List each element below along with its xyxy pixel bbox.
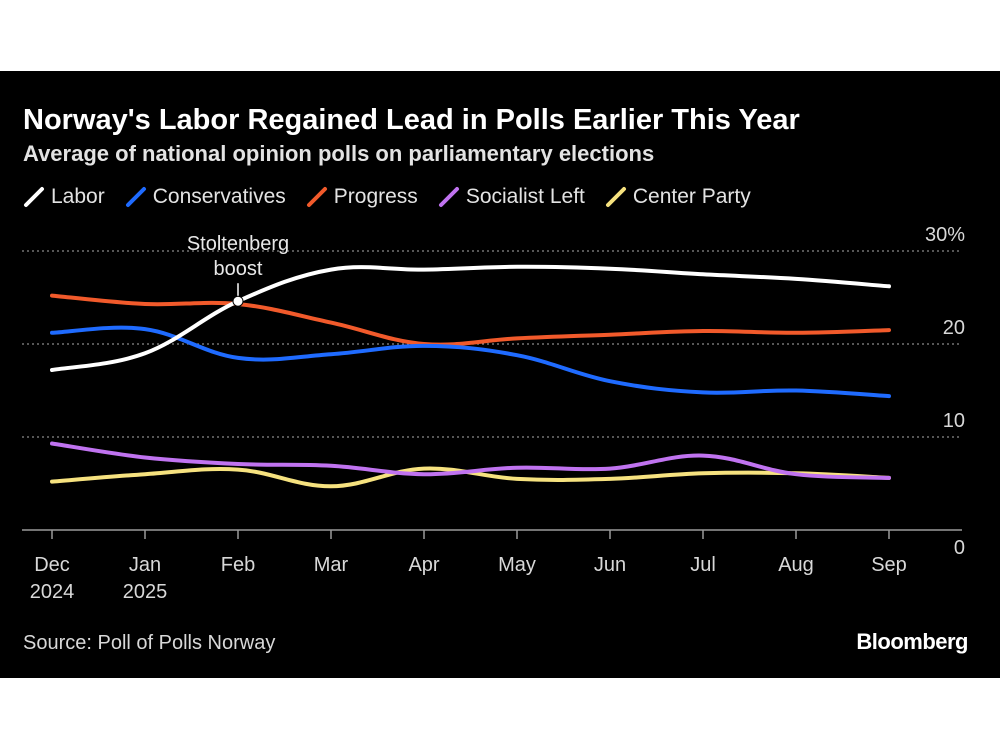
x-tick-label-year: 2025 [123, 581, 168, 603]
chart-title: Norway's Labor Regained Lead in Polls Ea… [23, 104, 800, 136]
series-line-progress [50, 293, 891, 347]
chart-panel: Norway's Labor Regained Lead in Polls Ea… [0, 71, 1000, 678]
legend: Labor Conservatives Progress Socialist Left… [23, 185, 771, 209]
legend-item-center-party: Center Party [605, 185, 751, 209]
y-tick-label: 30% [925, 224, 965, 246]
y-tick-label: 10 [943, 410, 965, 432]
x-tick-label: Mar [314, 554, 349, 576]
legend-label: Conservatives [152, 185, 286, 208]
legend-label: Center Party [632, 185, 751, 208]
y-tick-label: 0 [954, 537, 965, 559]
legend-item-progress: Progress [306, 185, 418, 209]
legend-label: Labor [51, 185, 105, 208]
annotation-label-line2: boost [214, 258, 263, 280]
x-tick-label: Jun [594, 554, 626, 576]
series-line-conservatives [50, 325, 891, 399]
annotation-label: Stoltenberg [187, 233, 289, 255]
bloomberg-logo: Bloomberg [856, 629, 968, 654]
legend-item-labor: Labor [23, 185, 105, 209]
x-tick-label: Sep [871, 554, 907, 576]
legend-swatch-icon [306, 187, 327, 207]
x-tick-label: Jan [129, 554, 161, 576]
legend-swatch-icon [605, 187, 626, 207]
x-tick-label: Feb [221, 554, 255, 576]
series-line-socialist-left [50, 441, 891, 480]
legend-swatch-icon [125, 187, 146, 207]
legend-item-conservatives: Conservatives [125, 185, 286, 209]
series-line-labor [50, 264, 891, 372]
legend-swatch-icon [24, 187, 44, 207]
x-tick-label: May [498, 554, 536, 576]
annotation-marker [232, 295, 244, 307]
source-note: Source: Poll of Polls Norway [23, 632, 276, 654]
legend-item-socialist-left: Socialist Left [438, 185, 585, 209]
x-tick-label: Apr [408, 554, 439, 576]
y-tick-label: 20 [943, 317, 965, 339]
legend-label: Socialist Left [465, 185, 585, 208]
legend-swatch-icon [438, 187, 459, 207]
x-tick-label: Aug [778, 554, 814, 576]
legend-label: Progress [333, 185, 418, 208]
line-chart: 0 10 20 30% Dec 2024 Jan 2025 Feb Mar Apr May Jun Jul… [22, 224, 965, 603]
chart-subtitle: Average of national opinion polls on par… [23, 141, 655, 166]
x-tick-label-year: 2024 [30, 581, 75, 603]
x-tick-label: Jul [690, 554, 716, 576]
x-tick-label: Dec [34, 554, 70, 576]
